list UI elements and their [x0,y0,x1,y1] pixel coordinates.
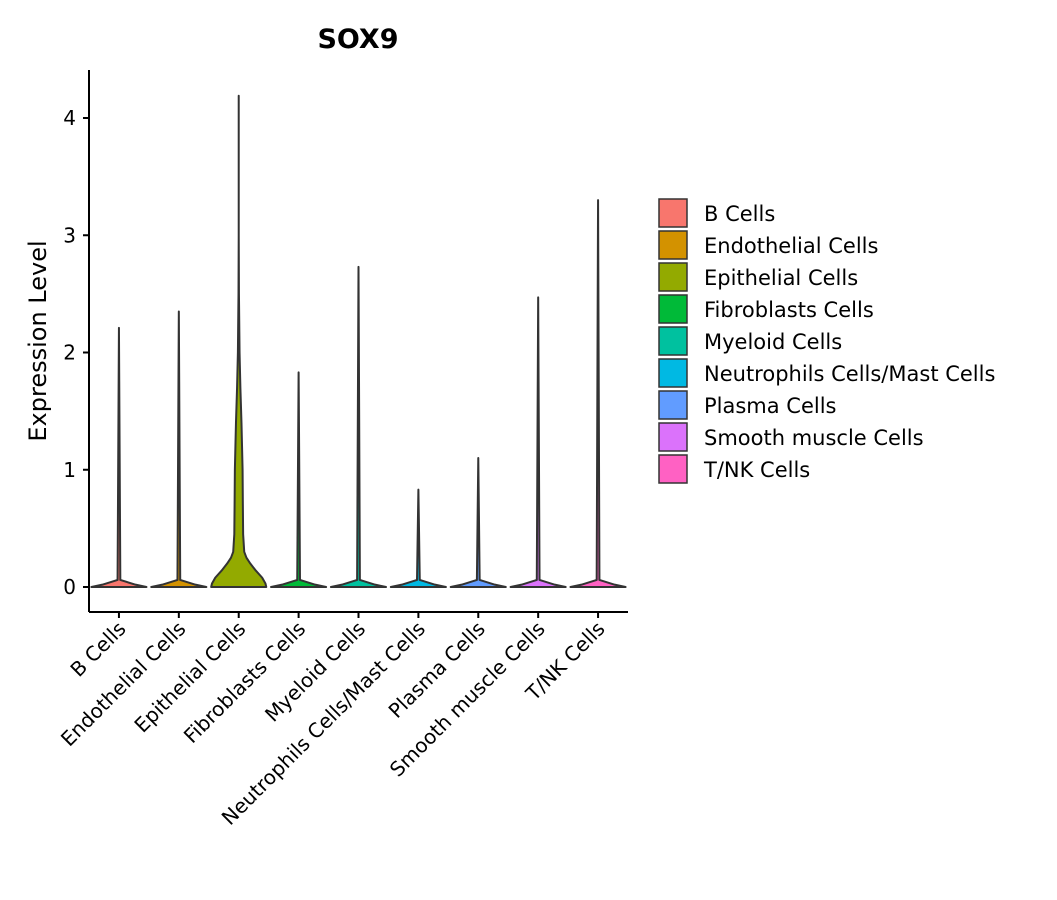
violin-1 [90,326,148,588]
violin-4 [270,371,328,588]
legend-swatch [658,422,688,452]
y-tick-label: 1 [63,458,76,482]
violin-7 [449,457,507,588]
y-tick-label: 3 [63,223,76,247]
y-tick-label: 0 [63,575,76,599]
legend-swatch [658,294,688,324]
violin-9 [569,199,627,588]
legend-swatch [658,358,688,388]
legend-swatch [658,262,688,292]
legend-label: B Cells [704,202,775,226]
legend-swatch [658,198,688,228]
violin-6 [389,488,447,588]
violin-8 [509,296,567,588]
violin-3 [210,94,268,588]
violin-2 [150,310,208,588]
legend-swatch [658,454,688,484]
legend-swatch [658,230,688,260]
y-tick-label: 4 [63,106,76,130]
legend-label: Fibroblasts Cells [704,298,874,322]
legend-label: Neutrophils Cells/Mast Cells [704,362,995,386]
legend-label: Smooth muscle Cells [704,426,924,450]
violin-5 [329,265,388,588]
y-axis-label: Expression Level [24,240,52,441]
legend-label: Myeloid Cells [704,330,842,354]
legend-label: Epithelial Cells [704,266,858,290]
legend-swatch [658,390,688,420]
legend-swatch [658,326,688,356]
legend-label: Plasma Cells [704,394,837,418]
legend: B Cells Endothelial Cells Epithelial Cells… [658,198,995,484]
legend-label: Endothelial Cells [704,234,878,258]
legend-label: T/NK Cells [703,458,810,482]
y-tick-label: 2 [63,341,76,365]
chart-title: SOX9 [317,24,398,55]
plot-area [90,94,627,588]
